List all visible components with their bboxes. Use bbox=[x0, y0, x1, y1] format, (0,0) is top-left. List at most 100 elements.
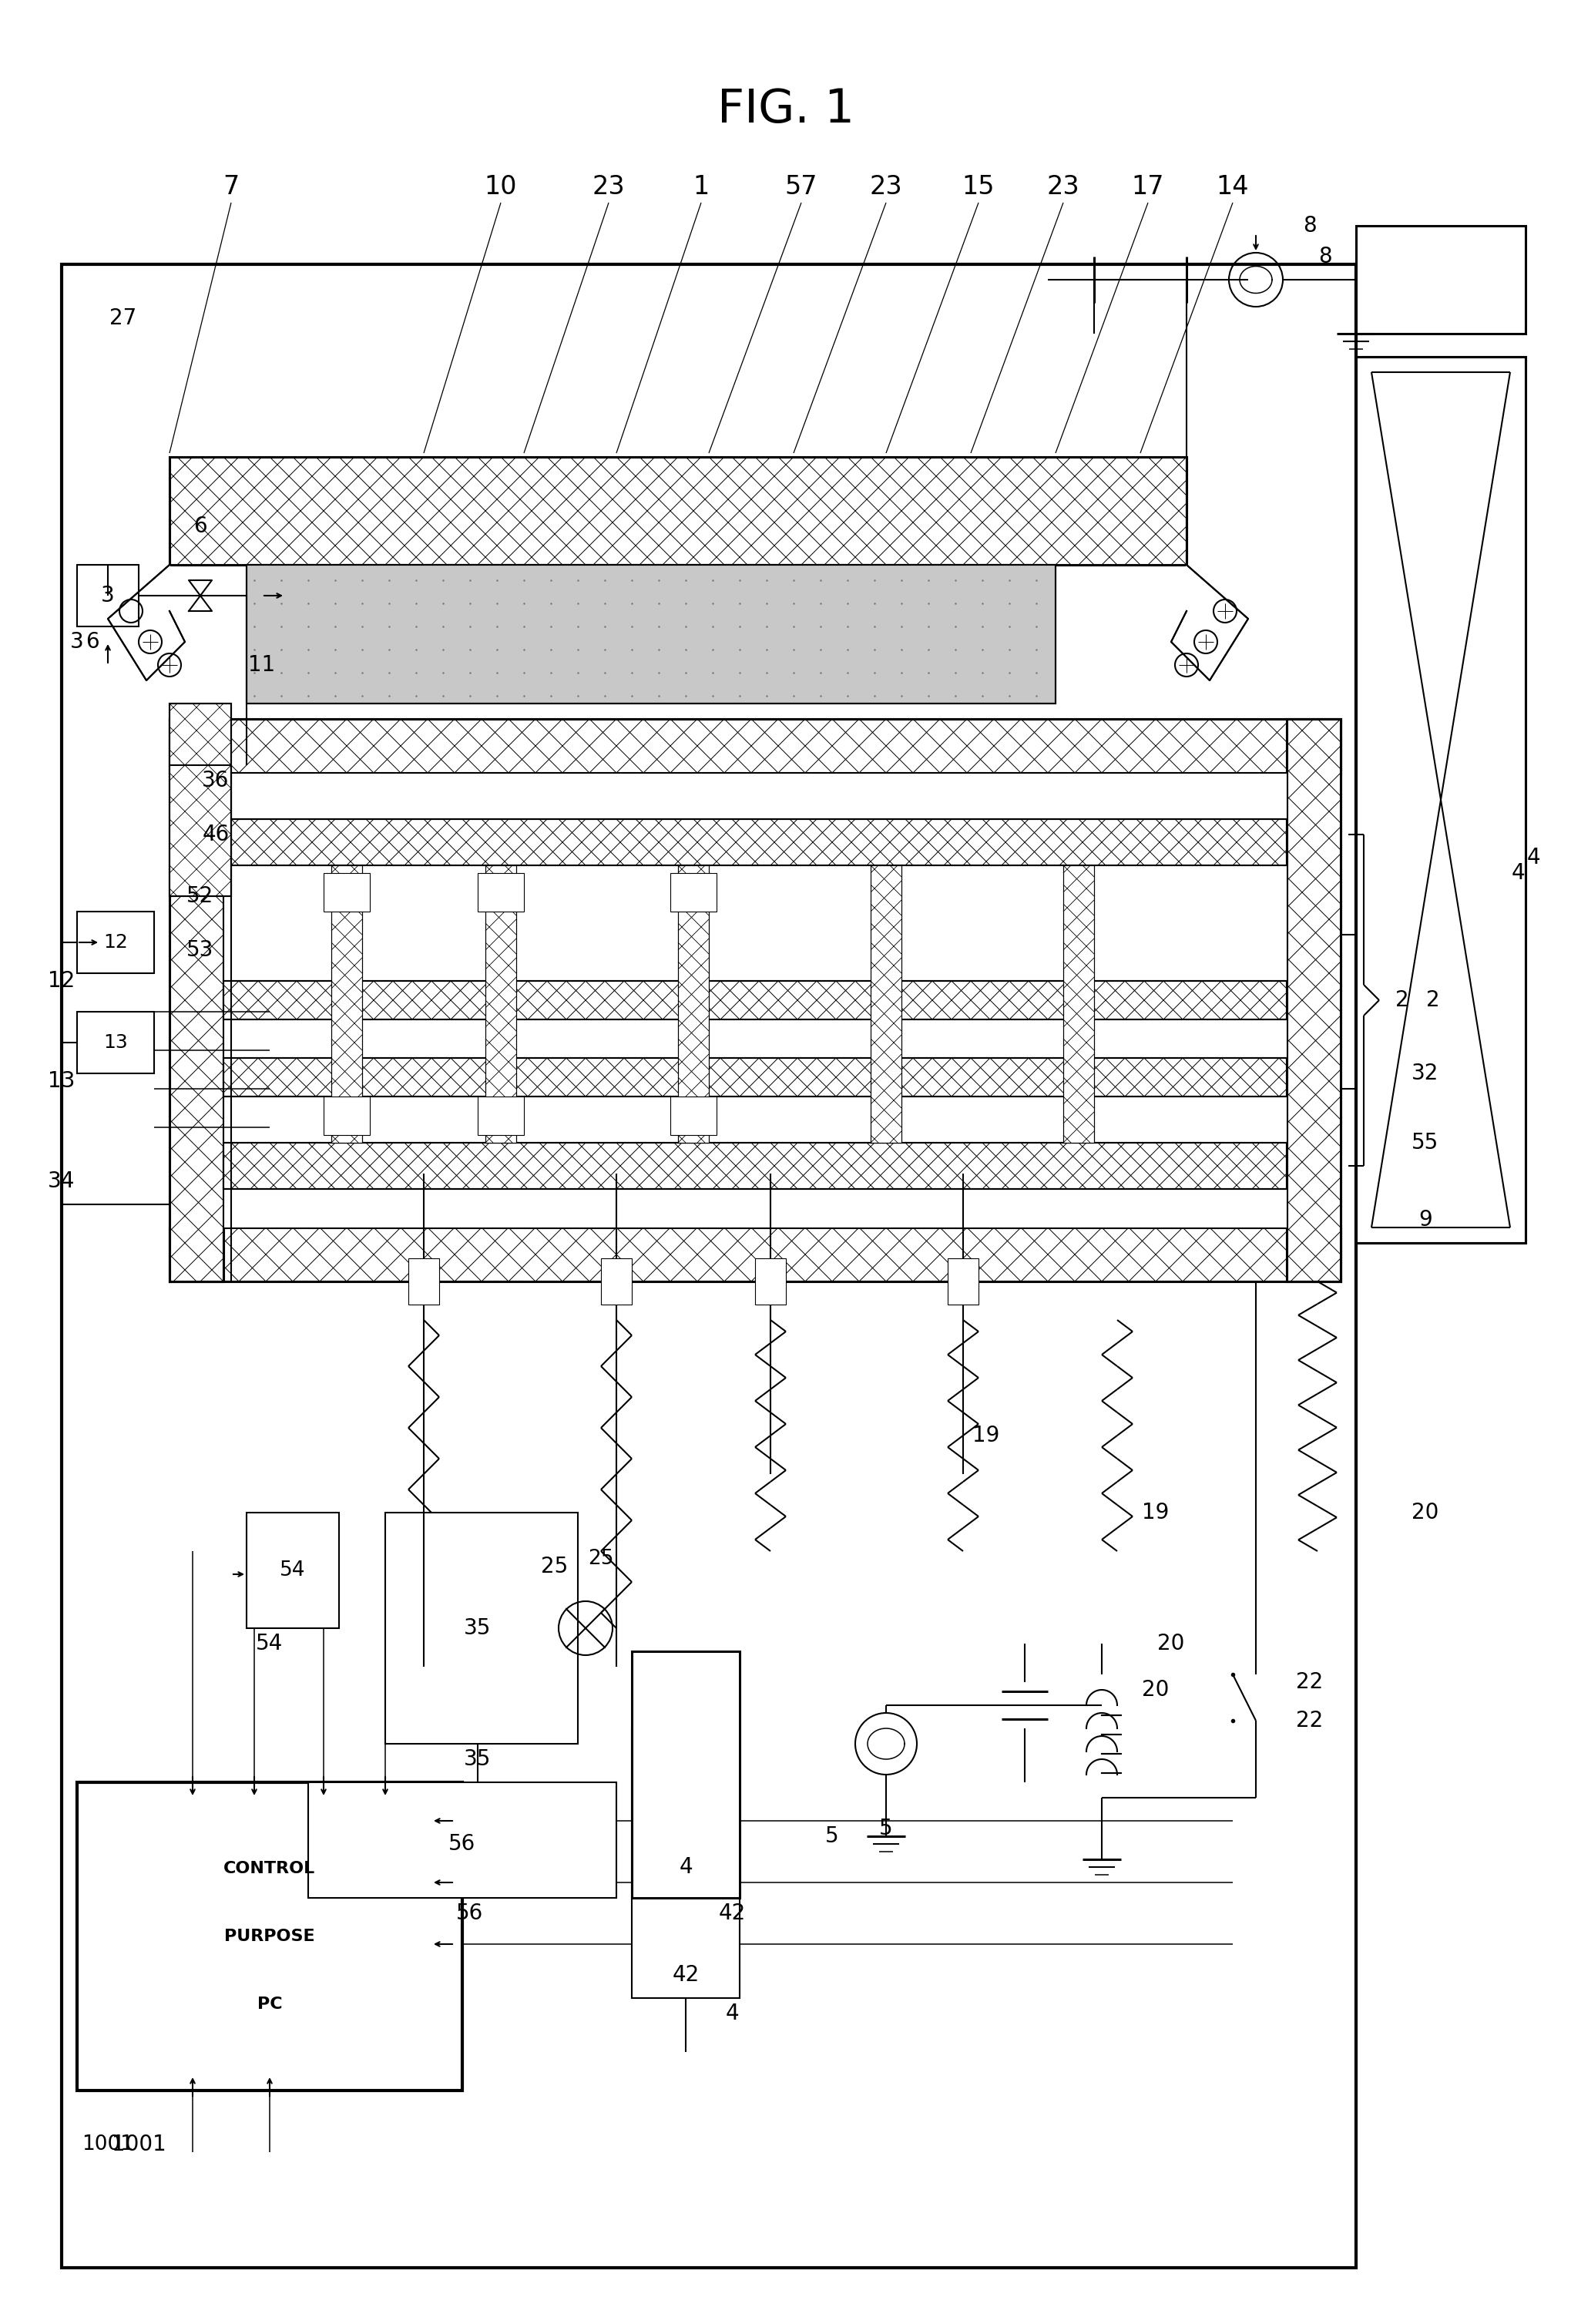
Text: 27: 27 bbox=[110, 307, 137, 330]
Text: 19: 19 bbox=[972, 1425, 999, 1446]
Text: 35: 35 bbox=[463, 1618, 492, 1638]
Bar bbox=[331, 865, 361, 1143]
Bar bbox=[1356, 358, 1525, 1243]
Text: 11: 11 bbox=[248, 653, 275, 676]
Bar bbox=[247, 1513, 339, 1629]
Bar bbox=[77, 911, 154, 974]
Text: 4: 4 bbox=[1510, 862, 1524, 883]
Bar bbox=[223, 1143, 1287, 1190]
Text: FIG. 1: FIG. 1 bbox=[716, 88, 855, 132]
Text: 3: 3 bbox=[71, 632, 83, 653]
Bar bbox=[170, 704, 231, 897]
Bar bbox=[669, 1097, 716, 1134]
Text: 6: 6 bbox=[86, 632, 99, 653]
Bar bbox=[223, 818, 1287, 865]
Bar bbox=[223, 1057, 1287, 1097]
Bar bbox=[77, 1783, 462, 2092]
Text: 2: 2 bbox=[1425, 990, 1439, 1011]
Bar bbox=[170, 718, 1340, 774]
Text: 34: 34 bbox=[49, 1171, 75, 1192]
Text: 42: 42 bbox=[672, 1964, 699, 1985]
Bar bbox=[669, 874, 716, 911]
Text: 4: 4 bbox=[1525, 846, 1540, 869]
Bar bbox=[77, 1011, 154, 1074]
Bar bbox=[1287, 718, 1340, 1281]
Text: 23: 23 bbox=[1046, 174, 1079, 200]
Text: 13: 13 bbox=[104, 1034, 127, 1053]
Text: 17: 17 bbox=[1131, 174, 1164, 200]
Text: 55: 55 bbox=[1411, 1132, 1439, 1153]
Text: 54: 54 bbox=[256, 1634, 283, 1655]
Text: 32: 32 bbox=[1411, 1062, 1439, 1085]
Text: 4: 4 bbox=[679, 1857, 693, 1878]
Bar bbox=[170, 718, 223, 1281]
Bar bbox=[485, 865, 515, 1143]
Bar bbox=[870, 865, 902, 1143]
Bar bbox=[247, 565, 1056, 704]
Bar bbox=[485, 865, 515, 1143]
Bar bbox=[1062, 865, 1093, 1143]
Text: PURPOSE: PURPOSE bbox=[225, 1929, 314, 1945]
Bar bbox=[247, 565, 1056, 704]
Bar bbox=[1287, 718, 1340, 1281]
Bar bbox=[223, 1143, 1287, 1190]
Bar bbox=[223, 818, 1287, 865]
Bar bbox=[677, 865, 709, 1143]
Bar bbox=[170, 718, 223, 1281]
Text: 23: 23 bbox=[592, 174, 625, 200]
Bar bbox=[308, 1783, 616, 1899]
Bar bbox=[223, 774, 1287, 1227]
Bar bbox=[1287, 718, 1340, 1281]
Bar bbox=[1062, 865, 1093, 1143]
Bar bbox=[947, 1257, 979, 1304]
Text: 14: 14 bbox=[1216, 174, 1249, 200]
Bar bbox=[677, 865, 709, 1143]
Bar bbox=[170, 704, 231, 897]
Bar bbox=[754, 1257, 786, 1304]
Text: 23: 23 bbox=[869, 174, 902, 200]
Bar bbox=[170, 458, 1186, 565]
Bar bbox=[223, 981, 1287, 1020]
Bar bbox=[1062, 865, 1093, 1143]
Bar bbox=[478, 874, 523, 911]
Bar bbox=[170, 718, 223, 1281]
Text: 52: 52 bbox=[187, 885, 214, 906]
Bar bbox=[170, 704, 231, 897]
Text: 46: 46 bbox=[203, 823, 229, 846]
Text: 42: 42 bbox=[718, 1903, 745, 1924]
Bar bbox=[385, 1513, 578, 1743]
Text: 8: 8 bbox=[1302, 216, 1316, 237]
Text: PC: PC bbox=[258, 1996, 283, 2013]
Bar bbox=[408, 1257, 438, 1304]
Bar bbox=[677, 865, 709, 1143]
Bar bbox=[223, 1057, 1287, 1097]
Text: 20: 20 bbox=[1156, 1634, 1185, 1655]
Bar bbox=[170, 1227, 1340, 1281]
Text: 25: 25 bbox=[540, 1555, 569, 1578]
Text: 5: 5 bbox=[878, 1817, 892, 1838]
Bar bbox=[170, 704, 231, 897]
Text: 22: 22 bbox=[1296, 1671, 1323, 1692]
Text: 1001: 1001 bbox=[112, 2133, 167, 2154]
Bar bbox=[223, 981, 1287, 1020]
Text: 22: 22 bbox=[1296, 1710, 1323, 1731]
Bar bbox=[223, 1143, 1287, 1190]
Bar bbox=[870, 865, 902, 1143]
Bar bbox=[478, 1097, 523, 1134]
Bar bbox=[223, 818, 1287, 865]
Text: 15: 15 bbox=[961, 174, 994, 200]
Bar bbox=[632, 1729, 740, 1999]
Bar bbox=[1356, 225, 1525, 335]
Bar bbox=[1356, 358, 1525, 1243]
Text: 2: 2 bbox=[1395, 990, 1408, 1011]
Text: 13: 13 bbox=[49, 1071, 75, 1092]
Bar bbox=[170, 1227, 1340, 1281]
Bar bbox=[170, 718, 223, 1281]
Bar bbox=[324, 874, 369, 911]
Text: 20: 20 bbox=[1411, 1501, 1439, 1525]
Bar bbox=[1287, 718, 1340, 1281]
Bar bbox=[170, 718, 1340, 774]
Bar bbox=[485, 865, 515, 1143]
Bar bbox=[331, 865, 361, 1143]
Text: 4: 4 bbox=[724, 2003, 738, 2024]
